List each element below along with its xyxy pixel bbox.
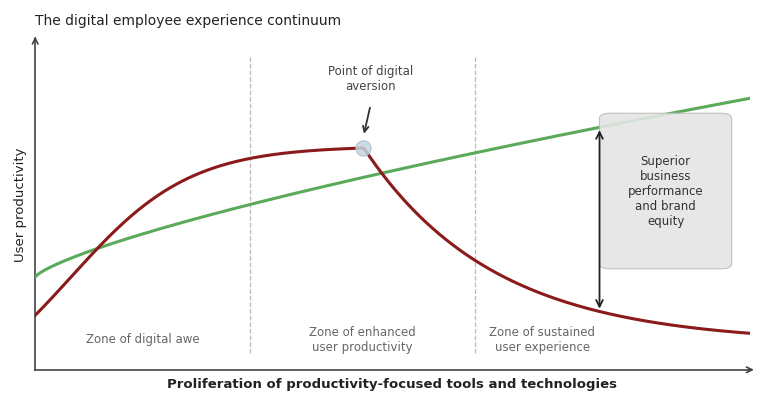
Text: Superior
business
performance
and brand
equity: Superior business performance and brand …: [628, 155, 703, 228]
Text: The digital employee experience continuum: The digital employee experience continuu…: [35, 14, 342, 28]
Text: Zone of sustained
user experience: Zone of sustained user experience: [489, 326, 595, 354]
Text: Point of digital
aversion: Point of digital aversion: [328, 65, 413, 93]
X-axis label: Proliferation of productivity-focused tools and technologies: Proliferation of productivity-focused to…: [167, 378, 617, 391]
Y-axis label: User productivity: User productivity: [14, 147, 27, 262]
Text: Zone of digital awe: Zone of digital awe: [86, 333, 199, 347]
Text: Zone of enhanced
user productivity: Zone of enhanced user productivity: [309, 326, 415, 354]
FancyBboxPatch shape: [600, 113, 732, 269]
